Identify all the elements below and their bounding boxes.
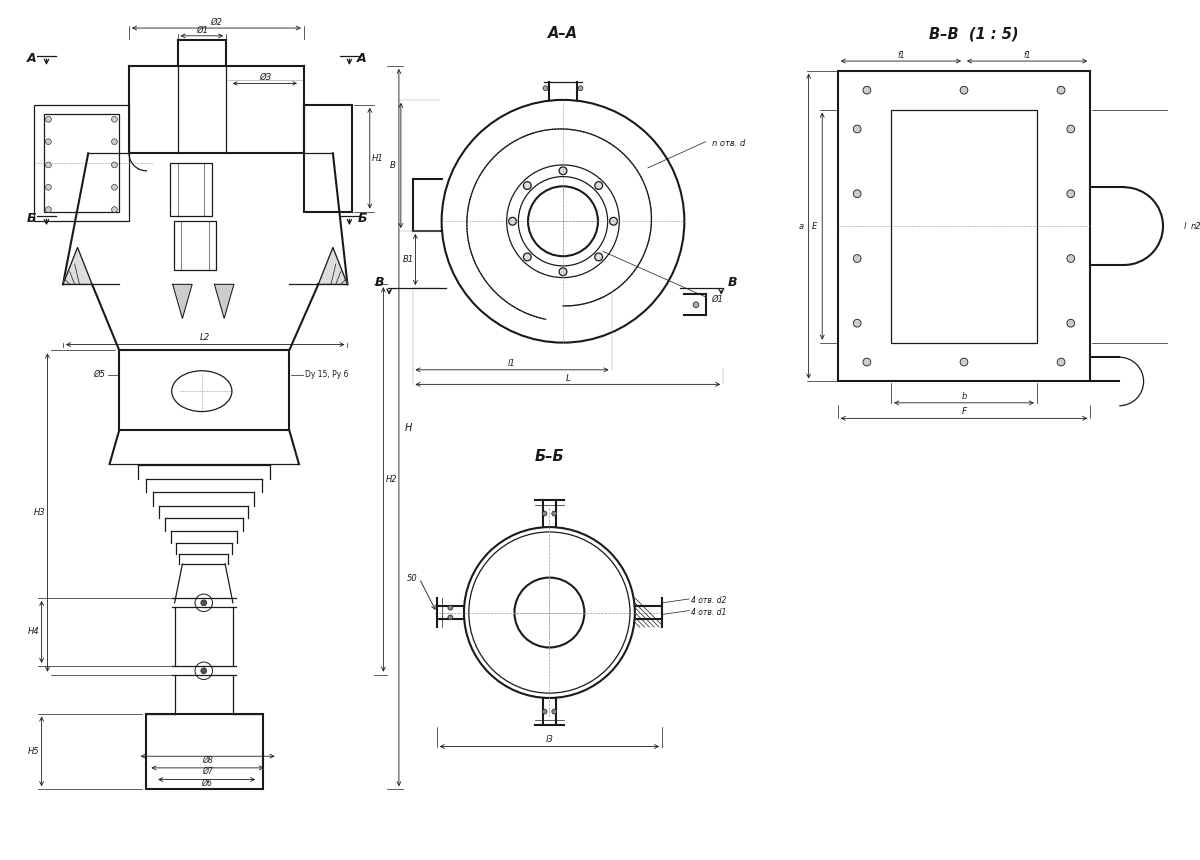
Text: f1: f1 (1024, 51, 1031, 59)
Bar (34, 105, 128, 221)
Circle shape (509, 218, 516, 225)
Circle shape (544, 86, 548, 90)
Circle shape (1067, 255, 1075, 262)
Circle shape (863, 86, 871, 94)
Text: А: А (28, 52, 37, 64)
Text: l: l (1184, 222, 1187, 230)
Text: А: А (358, 52, 367, 64)
Circle shape (853, 255, 862, 262)
Text: H: H (404, 422, 413, 433)
Text: Ø3: Ø3 (259, 73, 271, 82)
Text: l1: l1 (508, 359, 516, 368)
Circle shape (523, 181, 532, 189)
Circle shape (552, 511, 557, 516)
Circle shape (863, 358, 871, 366)
Circle shape (46, 162, 52, 168)
Circle shape (523, 253, 532, 261)
Circle shape (112, 162, 118, 168)
Circle shape (853, 126, 862, 133)
Text: b: b (961, 391, 967, 401)
Circle shape (960, 358, 968, 366)
Text: 4 отв. d2: 4 отв. d2 (691, 596, 726, 605)
Bar (169, 163, 211, 217)
Text: L2: L2 (200, 334, 210, 342)
Bar (174, 221, 216, 270)
Circle shape (112, 184, 118, 190)
Text: B1: B1 (403, 255, 414, 264)
Bar (304, 105, 353, 212)
Text: l3: l3 (546, 735, 553, 744)
Circle shape (1067, 190, 1075, 198)
Circle shape (853, 190, 862, 198)
Text: А–А: А–А (548, 27, 578, 41)
Circle shape (448, 605, 452, 610)
Text: Б: Б (358, 212, 367, 224)
Text: L: L (565, 374, 570, 383)
Text: H4: H4 (28, 628, 40, 636)
Text: H2: H2 (385, 475, 397, 484)
Text: Ø8: Ø8 (203, 756, 214, 765)
Text: 4 отв. d1: 4 отв. d1 (691, 608, 726, 617)
Text: E: E (812, 222, 817, 230)
Circle shape (46, 138, 52, 144)
Circle shape (559, 267, 566, 275)
Polygon shape (318, 248, 348, 285)
Polygon shape (62, 248, 92, 285)
Circle shape (552, 710, 557, 714)
Circle shape (46, 184, 52, 190)
Circle shape (200, 600, 206, 605)
Text: Ø1: Ø1 (712, 294, 724, 304)
Circle shape (595, 181, 602, 189)
Circle shape (112, 116, 118, 122)
Circle shape (112, 206, 118, 212)
Text: В–В  (1 : 5): В–В (1 : 5) (929, 27, 1019, 41)
Text: n2t: n2t (1192, 222, 1200, 230)
Circle shape (542, 710, 547, 714)
Bar (119, 350, 289, 430)
Text: F: F (961, 407, 966, 416)
Circle shape (200, 668, 206, 673)
Circle shape (448, 615, 452, 620)
Text: Б–Б: Б–Б (534, 449, 564, 464)
Text: H3: H3 (34, 508, 46, 517)
Circle shape (694, 302, 698, 308)
Bar (838, 71, 1090, 382)
Text: В: В (374, 276, 384, 289)
Text: H5: H5 (28, 746, 40, 756)
Text: В: В (728, 276, 738, 289)
Text: Ø5: Ø5 (94, 370, 106, 379)
Text: Ø2: Ø2 (210, 18, 222, 27)
Circle shape (595, 253, 602, 261)
Text: Ø1: Ø1 (196, 26, 208, 34)
Polygon shape (215, 285, 234, 318)
Circle shape (960, 86, 968, 94)
Polygon shape (173, 285, 192, 318)
Text: Dy 15, Py 6: Dy 15, Py 6 (305, 370, 348, 379)
Text: n отв. d: n отв. d (712, 139, 745, 148)
Text: f1: f1 (898, 51, 905, 59)
Circle shape (559, 167, 566, 175)
Bar (892, 109, 1037, 342)
Circle shape (1067, 319, 1075, 327)
Circle shape (1057, 86, 1064, 94)
Text: 50: 50 (407, 574, 418, 583)
Text: H1: H1 (372, 154, 383, 163)
Circle shape (46, 206, 52, 212)
Circle shape (853, 319, 862, 327)
Circle shape (578, 86, 583, 90)
Circle shape (542, 511, 547, 516)
Text: Ø6: Ø6 (202, 779, 212, 788)
Circle shape (610, 218, 617, 225)
Circle shape (1057, 358, 1064, 366)
Circle shape (1067, 126, 1075, 133)
Circle shape (112, 138, 118, 144)
Text: B: B (390, 161, 396, 170)
Text: Ø7: Ø7 (203, 767, 214, 777)
Text: a: a (798, 222, 804, 230)
Text: Б: Б (28, 212, 37, 224)
Circle shape (46, 116, 52, 122)
Bar (43, 114, 119, 212)
Bar (145, 714, 263, 789)
